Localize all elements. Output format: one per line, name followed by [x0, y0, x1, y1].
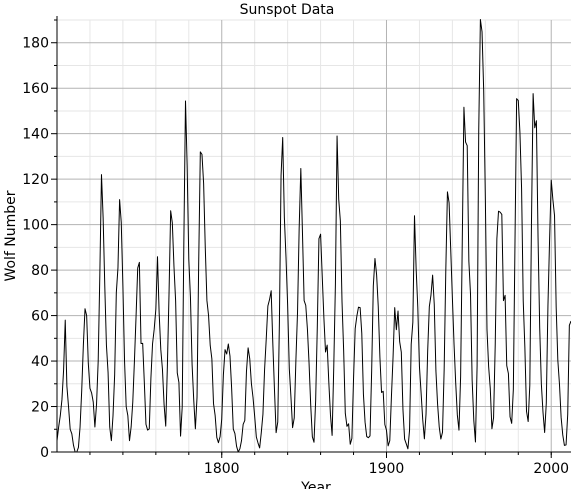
- tick-labels: 1800 1900 2000 0 20 40 60 80 100 120 140 160 180: [22, 36, 569, 477]
- y-axis-label: Wolf Number: [3, 190, 19, 281]
- y-tick-label: 100: [22, 218, 49, 234]
- series-layer: [56, 19, 571, 453]
- y-tick-label: 60: [31, 309, 49, 325]
- y-tick-label: 140: [22, 127, 49, 143]
- y-tick-label: 120: [22, 172, 49, 188]
- y-tick-label: 40: [31, 354, 49, 370]
- x-axis-label: Year: [300, 480, 331, 489]
- series-line: [56, 19, 571, 453]
- y-tick-label: 20: [31, 400, 49, 416]
- y-tick-label: 160: [22, 81, 49, 97]
- x-tick-label: 2000: [533, 461, 569, 477]
- x-tick-label: 1900: [369, 461, 405, 477]
- y-tick-label: 80: [31, 263, 49, 279]
- y-tick-label: 180: [22, 36, 49, 52]
- axes: [51, 16, 571, 458]
- chart-title: Sunspot Data: [240, 2, 335, 18]
- y-tick-label: 0: [40, 445, 49, 461]
- x-tick-label: 1800: [204, 461, 240, 477]
